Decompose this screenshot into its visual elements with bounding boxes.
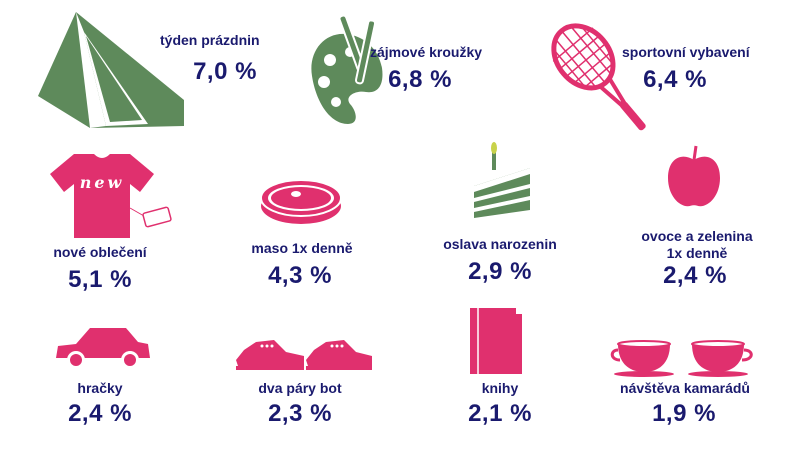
tent-icon [38, 12, 184, 128]
item-label: ovoce a zelenina 1x denně [641, 228, 753, 261]
item-value: 2,1 % [468, 400, 532, 427]
item-label: hračky [77, 380, 123, 396]
tshirt-text: new [80, 173, 125, 192]
item-label: nové oblečení [53, 244, 147, 260]
item-label: sportovní vybavení [622, 44, 750, 60]
tshirt-icon: new [50, 154, 172, 238]
steak-icon [260, 179, 342, 224]
item-value: 2,4 % [68, 400, 132, 427]
palette-icon [311, 14, 383, 125]
item-value: 2,3 % [268, 400, 332, 427]
item-label: maso 1x denně [251, 240, 353, 256]
item-value: 2,9 % [468, 258, 532, 285]
item-value: 7,0 % [193, 58, 257, 85]
item-value: 6,4 % [643, 66, 707, 93]
cake-icon [474, 142, 530, 218]
toy-car-icon [56, 328, 150, 369]
book-icon [470, 308, 522, 374]
apple-icon [668, 145, 720, 207]
tennis-racket-icon [551, 23, 646, 131]
item-label: dva páry bot [258, 380, 342, 396]
item-label: knihy [481, 380, 519, 396]
item-label: zájmové kroužky [370, 44, 483, 60]
shoes-icon [236, 340, 372, 370]
item-label: týden prázdnin [160, 32, 260, 48]
item-label: oslava narozenin [443, 236, 557, 252]
item-value: 6,8 % [388, 66, 452, 93]
item-label: návštěva kamarádů [620, 380, 750, 396]
item-value: 2,4 % [663, 262, 727, 289]
item-value: 5,1 % [68, 266, 132, 293]
item-value: 4,3 % [268, 262, 332, 289]
teacups-icon [610, 340, 753, 377]
item-value: 1,9 % [652, 400, 716, 427]
